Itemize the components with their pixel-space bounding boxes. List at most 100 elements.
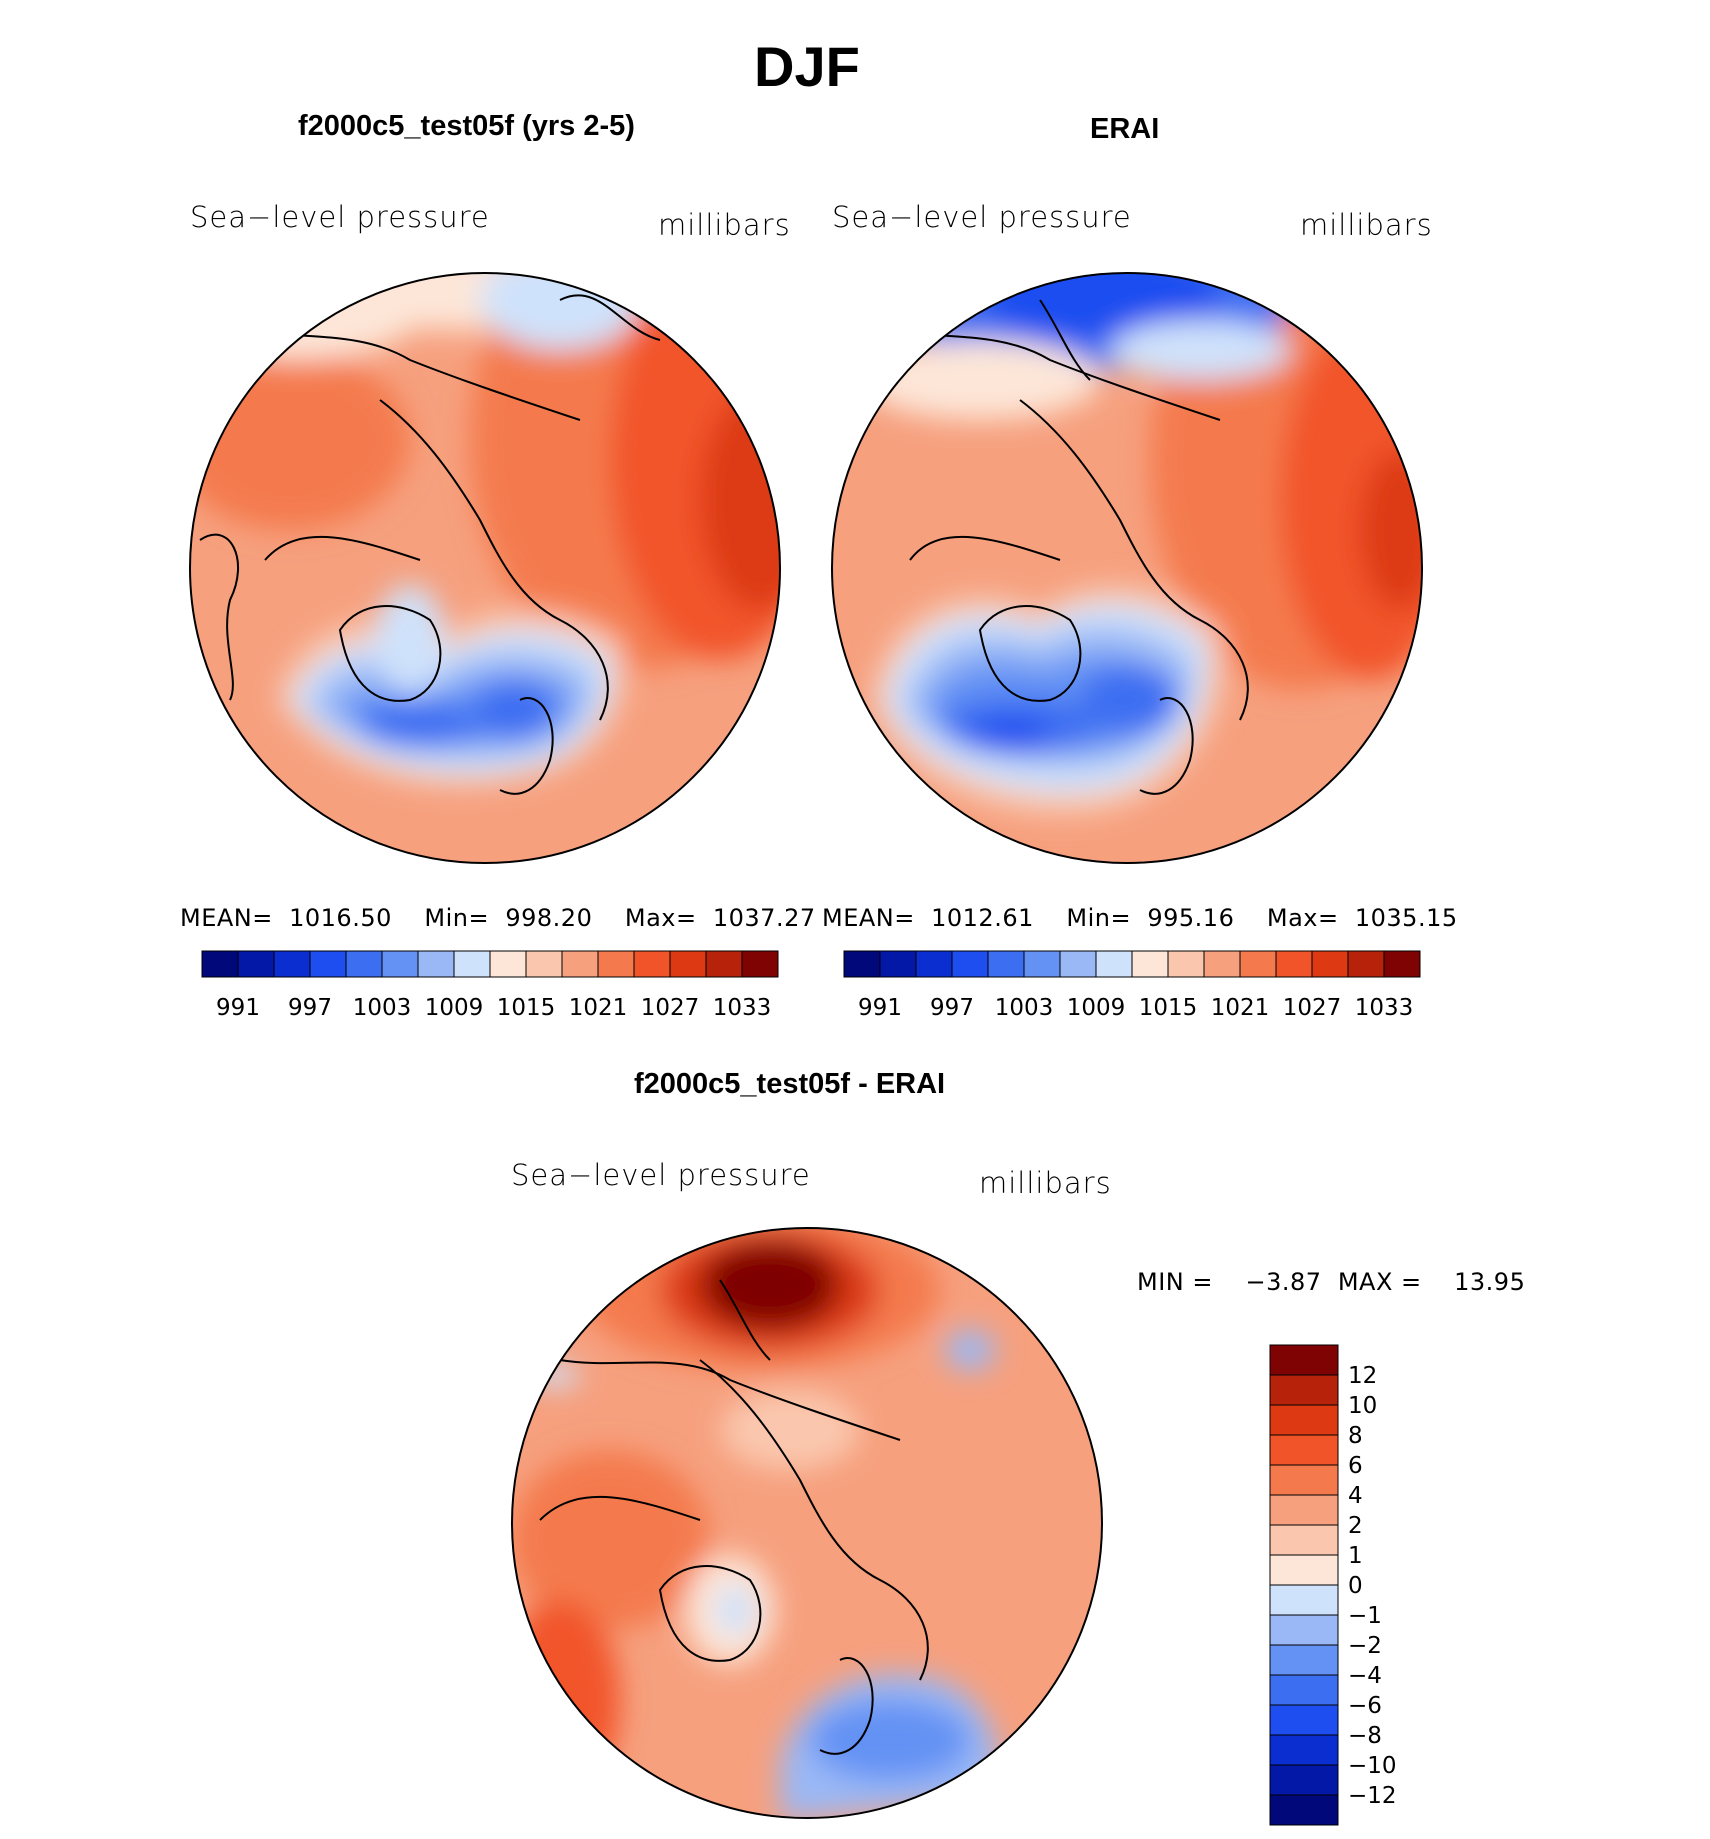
colorbar-swatch xyxy=(1269,1644,1339,1676)
panel-title-model: f2000c5_test05f (yrs 2-5) xyxy=(298,110,635,142)
variable-label-diff: Sea−level pressure xyxy=(511,1158,811,1192)
colorbar-tick-label: 6 xyxy=(1348,1453,1363,1479)
colorbar-swatch xyxy=(1269,1614,1339,1646)
colorbar-tick-label: −12 xyxy=(1348,1783,1397,1809)
colorbar-swatch xyxy=(525,950,563,978)
colorbar-tick-label: 997 xyxy=(930,995,974,1021)
colorbar-tick-label: 1003 xyxy=(995,995,1054,1021)
panel-title-diff: f2000c5_test05f - ERAI xyxy=(634,1068,946,1100)
stat-mean-label: MEAN= xyxy=(822,904,915,932)
colorbar-swatch xyxy=(237,950,275,978)
stat-min-label: MIN = xyxy=(1137,1268,1213,1296)
colorbar-tick-label: 1033 xyxy=(1355,995,1414,1021)
colorbar-tick-label: 2 xyxy=(1348,1513,1363,1539)
colorbar-swatch xyxy=(1269,1494,1339,1526)
map-obs xyxy=(832,273,1422,863)
map-model-border xyxy=(189,272,781,864)
colorbar-swatch xyxy=(1269,1674,1339,1706)
units-label-model: millibars xyxy=(658,208,791,242)
colorbar-swatch xyxy=(1269,1404,1339,1436)
colorbar-tick-label: 1021 xyxy=(569,995,628,1021)
colorbar-tick-label: −10 xyxy=(1348,1753,1397,1779)
colorbar-swatch xyxy=(1311,950,1349,978)
colorbar-swatch xyxy=(1269,1434,1339,1466)
colorbar-tick-label: 1033 xyxy=(713,995,772,1021)
colorbar-tick-label: 8 xyxy=(1348,1423,1363,1449)
colorbar-tick-label: 1027 xyxy=(1283,995,1342,1021)
colorbar-swatch xyxy=(1269,1464,1339,1496)
colorbar-swatch xyxy=(489,950,527,978)
colorbar-swatch xyxy=(1347,950,1385,978)
map-diff xyxy=(512,1228,1102,1818)
colorbar-swatch xyxy=(1383,950,1421,978)
colorbar-swatch xyxy=(1269,1794,1339,1826)
colorbar-swatch xyxy=(1269,1374,1339,1406)
colorbar-swatch xyxy=(1095,950,1133,978)
colorbar-swatch xyxy=(597,950,635,978)
colorbar-swatch xyxy=(987,950,1025,978)
units-label-diff: millibars xyxy=(979,1166,1112,1200)
colorbar-tick-label: 1021 xyxy=(1211,995,1270,1021)
colorbar-tick-label: 1 xyxy=(1348,1543,1363,1569)
colorbar-tick-label: 1009 xyxy=(425,995,484,1021)
colorbar-swatch xyxy=(1239,950,1277,978)
colorbar-swatch xyxy=(1269,1734,1339,1766)
colorbar-swatch xyxy=(1167,950,1205,978)
colorbar-swatch xyxy=(1269,1344,1339,1376)
colorbar-tick-label: −1 xyxy=(1348,1603,1382,1629)
colorbar-swatch xyxy=(633,950,671,978)
colorbar-obs: 991 997 1003 1009 1015 1021 1027 1033 xyxy=(843,950,1421,1021)
variable-label-obs: Sea−level pressure xyxy=(832,200,1132,234)
stat-max-value: 1035.15 xyxy=(1354,904,1458,932)
colorbar-tick-label: −4 xyxy=(1348,1663,1382,1689)
colorbar-swatch xyxy=(705,950,743,978)
colorbar-swatch xyxy=(201,950,239,978)
colorbar-swatch xyxy=(1203,950,1241,978)
colorbar-swatch xyxy=(915,950,953,978)
colorbar-tick-label: 997 xyxy=(288,995,332,1021)
stat-max-value: 13.95 xyxy=(1454,1268,1526,1296)
colorbar-swatch xyxy=(879,950,917,978)
stat-mean-label: MEAN= xyxy=(180,904,273,932)
colorbar-tick-label: 991 xyxy=(216,995,260,1021)
colorbar-tick-label: 0 xyxy=(1348,1573,1363,1599)
colorbar-tick-label: 4 xyxy=(1348,1483,1363,1509)
colorbar-swatch xyxy=(273,950,311,978)
stats-obs: MEAN= 1012.61 Min= 995.16 Max= 1035.15 xyxy=(822,904,1458,932)
stat-max-label: Max= xyxy=(624,904,697,932)
stat-mean-value: 1016.50 xyxy=(289,904,392,932)
map-diff-border xyxy=(511,1227,1103,1819)
colorbar-swatch xyxy=(741,950,779,978)
colorbar-tick-label: −2 xyxy=(1348,1633,1382,1659)
colorbar-tick-label: 1015 xyxy=(1139,995,1198,1021)
figure-title: DJF xyxy=(754,35,860,98)
stat-min-value: −3.87 xyxy=(1245,1268,1322,1296)
colorbar-swatch xyxy=(1059,950,1097,978)
stat-mean-value: 1012.61 xyxy=(931,904,1034,932)
colorbar-swatch xyxy=(843,950,881,978)
panel-title-obs: ERAI xyxy=(1090,113,1160,145)
colorbar-swatch xyxy=(309,950,347,978)
map-obs-border xyxy=(831,272,1423,864)
colorbar-tick-label: −8 xyxy=(1348,1723,1382,1749)
colorbar-tick-label: −6 xyxy=(1348,1693,1382,1719)
stat-min-value: 998.20 xyxy=(505,904,593,932)
colorbar-swatch xyxy=(1275,950,1313,978)
colorbar-swatch xyxy=(1131,950,1169,978)
colorbar-swatch xyxy=(417,950,455,978)
colorbar-swatch xyxy=(1269,1704,1339,1736)
units-label-obs: millibars xyxy=(1300,208,1433,242)
colorbar-swatch xyxy=(1269,1554,1339,1586)
colorbar-tick-label: 12 xyxy=(1348,1363,1377,1389)
colorbar-swatch xyxy=(1269,1764,1339,1796)
colorbar-swatch xyxy=(1269,1524,1339,1556)
colorbar-swatch xyxy=(561,950,599,978)
colorbar-swatch xyxy=(453,950,491,978)
variable-label-model: Sea−level pressure xyxy=(190,200,490,234)
colorbar-tick-label: 1027 xyxy=(641,995,700,1021)
stat-min-label: Min= xyxy=(424,904,490,932)
stat-max-value: 1037.27 xyxy=(712,904,816,932)
stats-diff: MIN = −3.87 MAX = 13.95 xyxy=(1137,1268,1525,1296)
colorbar-swatch xyxy=(1023,950,1061,978)
